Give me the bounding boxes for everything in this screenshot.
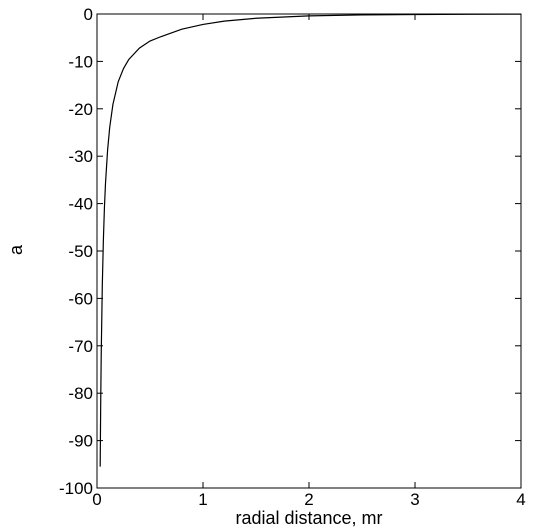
y-tick-label: -40 <box>68 195 93 214</box>
y-tick-label: -30 <box>68 147 93 166</box>
x-axis-label: radial distance, mr <box>235 508 382 528</box>
axis-ticks <box>96 13 522 489</box>
x-tick-label: 2 <box>304 490 313 509</box>
x-tick-label: 3 <box>410 490 419 509</box>
y-tick-label: -10 <box>68 52 93 71</box>
plot-frame <box>96 13 522 489</box>
x-tick-label: 1 <box>198 490 207 509</box>
y-axis-label: a <box>6 244 26 255</box>
y-tick-label: -60 <box>68 289 93 308</box>
x-tick-label: 4 <box>516 490 525 509</box>
y-tick-label: -100 <box>59 479 93 498</box>
y-tick-label: -20 <box>68 100 93 119</box>
y-tick-label: 0 <box>84 5 93 24</box>
y-tick-label: -50 <box>68 242 93 261</box>
y-tick-label: -70 <box>68 337 93 356</box>
y-tick-label: -80 <box>68 384 93 403</box>
tick-labels: 0 1 2 3 4 0 -10 -20 -30 -40 -50 -60 -70 -80 -90 -100 <box>59 5 526 509</box>
series-line <box>99 13 522 467</box>
y-tick-label: -90 <box>68 432 93 451</box>
x-tick-label: 0 <box>92 490 101 509</box>
